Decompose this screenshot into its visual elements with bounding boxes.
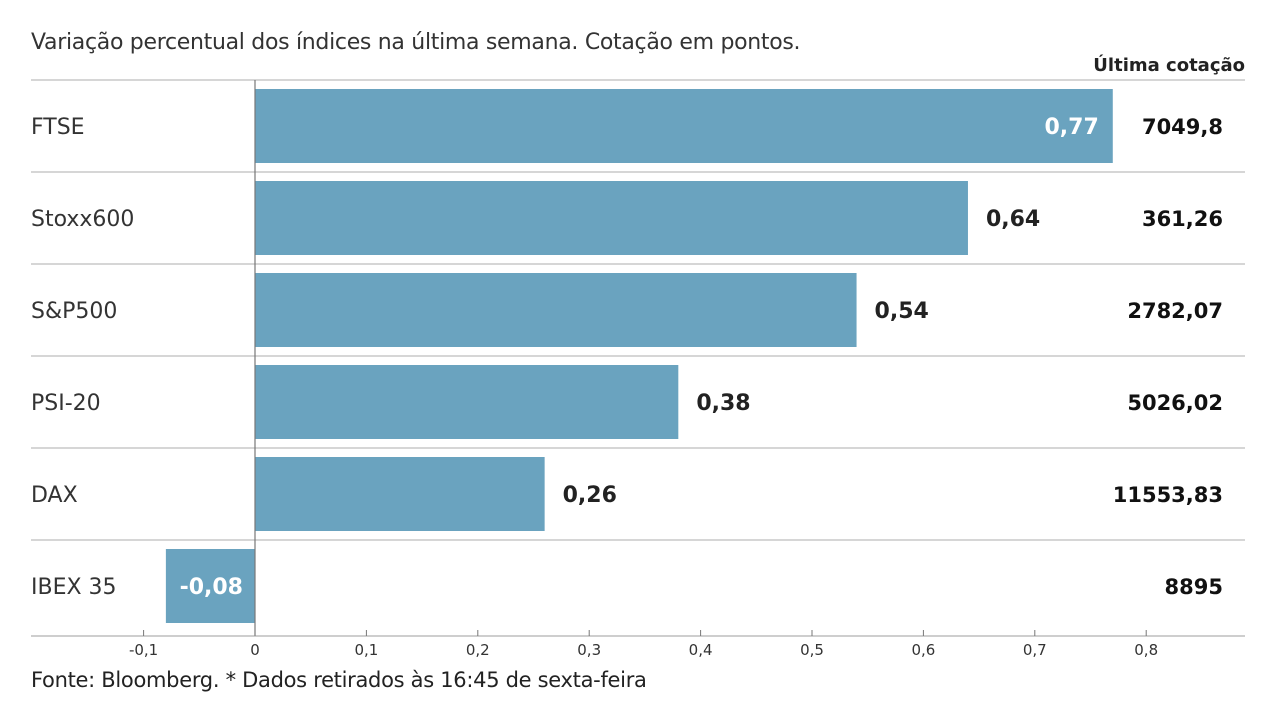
x-tick-label: 0,4 bbox=[689, 641, 713, 659]
last-quote-header: Última cotação bbox=[1093, 55, 1245, 76]
data-label: -0,08 bbox=[180, 575, 243, 600]
data-label: 0,38 bbox=[696, 391, 750, 416]
bar-4 bbox=[255, 457, 545, 531]
last-quote-value: 7049,8 bbox=[1142, 115, 1223, 139]
x-tick-label: 0,6 bbox=[911, 641, 935, 659]
category-label: DAX bbox=[31, 483, 78, 508]
category-label: PSI-20 bbox=[31, 391, 101, 416]
last-quote-value: 361,26 bbox=[1142, 207, 1223, 231]
bar-0 bbox=[255, 89, 1113, 163]
x-tick-label: 0,3 bbox=[577, 641, 601, 659]
bar-5 bbox=[165, 549, 255, 623]
category-label: IBEX 35 bbox=[31, 575, 117, 600]
x-tick-label: -0,1 bbox=[129, 641, 158, 659]
bar-3 bbox=[255, 365, 679, 439]
x-tick-label: 0 bbox=[250, 641, 260, 659]
category-label: S&P500 bbox=[31, 299, 117, 324]
chart-subtitle: Variação percentual dos índices na últim… bbox=[31, 30, 801, 55]
data-label: 0,77 bbox=[1044, 115, 1098, 140]
x-tick-label: 0,1 bbox=[354, 641, 378, 659]
data-label: 0,54 bbox=[875, 299, 929, 324]
x-tick-label: 0,2 bbox=[466, 641, 490, 659]
last-quote-value: 11553,83 bbox=[1113, 483, 1223, 507]
chart-footer: Fonte: Bloomberg. * Dados retirados às 1… bbox=[31, 668, 647, 692]
data-label: 0,64 bbox=[986, 207, 1040, 232]
category-label: Stoxx600 bbox=[31, 207, 134, 232]
data-label: 0,26 bbox=[563, 483, 617, 508]
last-quote-value: 5026,02 bbox=[1127, 391, 1223, 415]
x-tick-label: 0,5 bbox=[800, 641, 824, 659]
bar-2 bbox=[255, 273, 857, 347]
category-label: FTSE bbox=[31, 115, 85, 140]
x-tick-label: 0,7 bbox=[1023, 641, 1047, 659]
bar-1 bbox=[255, 181, 968, 255]
last-quote-value: 2782,07 bbox=[1127, 299, 1223, 323]
x-tick-label: 0,8 bbox=[1134, 641, 1158, 659]
last-quote-value: 8895 bbox=[1165, 575, 1223, 599]
